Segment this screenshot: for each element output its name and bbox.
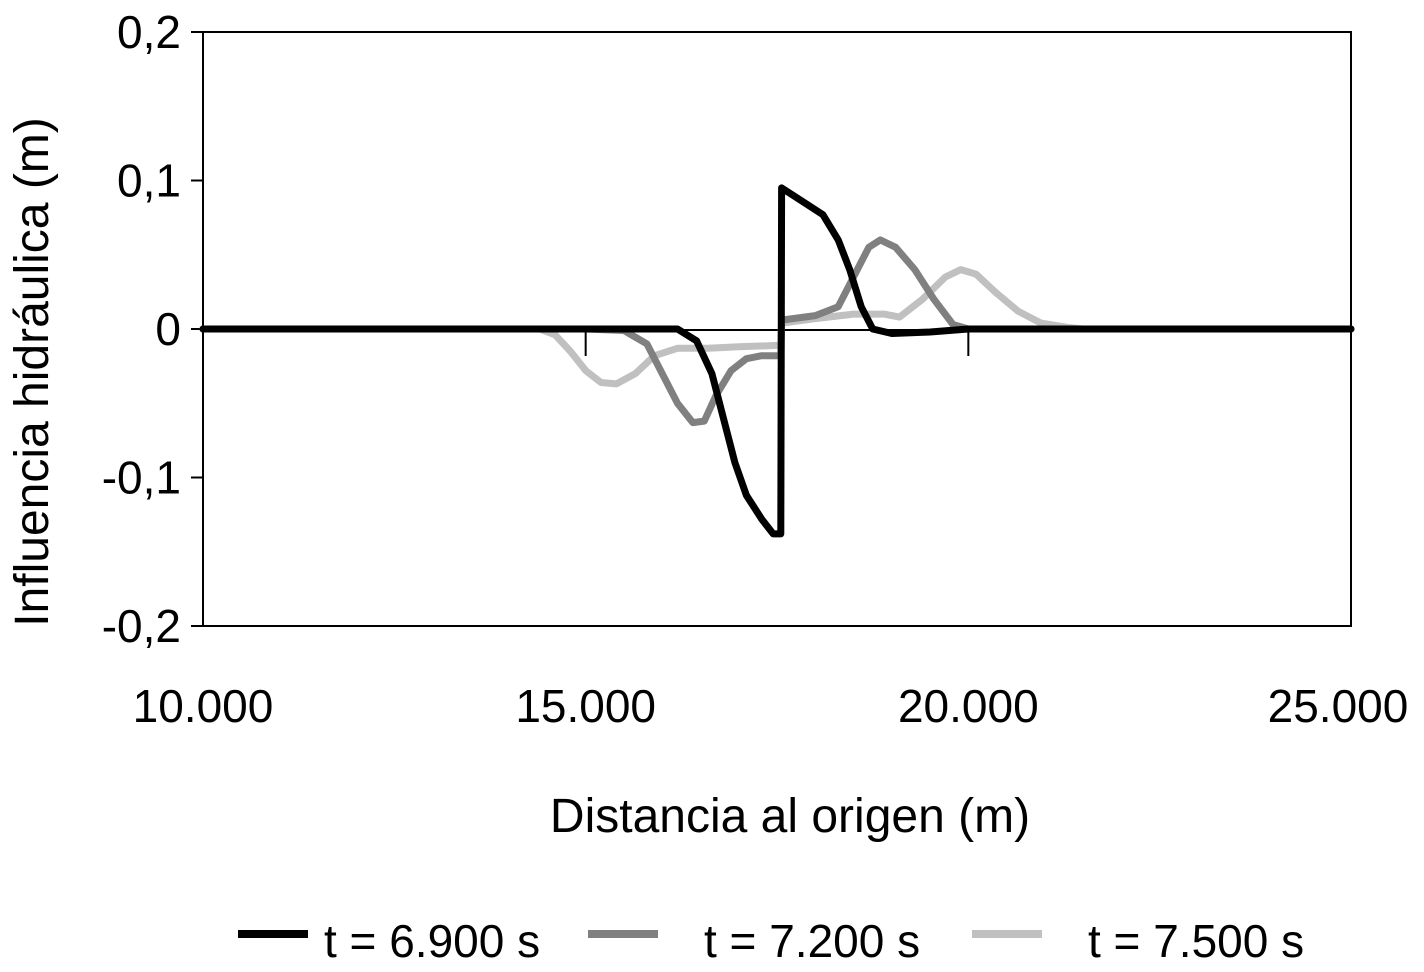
y-tick-label: 0,2 <box>117 6 181 58</box>
legend-label: t = 7.500 s <box>1088 915 1304 967</box>
x-axis-title: Distancia al origen (m) <box>550 790 1030 843</box>
y-tick-label: -0,1 <box>102 452 181 504</box>
y-tick-label: -0,2 <box>102 600 181 652</box>
x-tick-label: 20.000 <box>898 680 1039 732</box>
series-lines <box>199 184 1355 538</box>
legend-label: t = 7.200 s <box>704 915 920 967</box>
x-axis-ticks: 10.000 15.000 20.000 25.000 <box>133 330 1409 732</box>
y-axis-ticks: 0,2 0,1 0 -0,1 -0,2 <box>102 6 203 652</box>
y-axis-title: Influencia hidráulica (m) <box>6 117 59 627</box>
legend-label: t = 6.900 s <box>324 915 540 967</box>
x-tick-label: 10.000 <box>133 680 274 732</box>
y-tick-label: 0 <box>155 303 181 355</box>
series-line <box>199 184 1355 538</box>
x-tick-label: 25.000 <box>1268 680 1409 732</box>
legend: t = 6.900 s t = 7.200 s t = 7.500 s <box>238 915 1304 967</box>
x-tick-label: 15.000 <box>515 680 656 732</box>
y-tick-label: 0,1 <box>117 155 181 207</box>
